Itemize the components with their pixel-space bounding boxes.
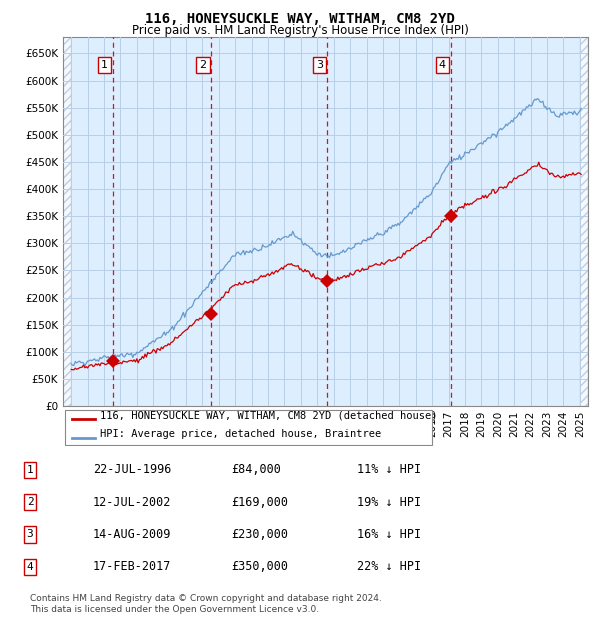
Text: 3: 3 xyxy=(316,60,323,70)
Text: Contains HM Land Registry data © Crown copyright and database right 2024.
This d: Contains HM Land Registry data © Crown c… xyxy=(30,595,382,614)
Text: 14-AUG-2009: 14-AUG-2009 xyxy=(93,528,172,541)
Text: 3: 3 xyxy=(26,529,34,539)
Text: £84,000: £84,000 xyxy=(231,464,281,476)
Text: 2: 2 xyxy=(26,497,34,507)
Text: £169,000: £169,000 xyxy=(231,496,288,508)
Text: 2: 2 xyxy=(199,60,206,70)
Text: 22% ↓ HPI: 22% ↓ HPI xyxy=(357,560,421,573)
Text: 16% ↓ HPI: 16% ↓ HPI xyxy=(357,528,421,541)
Text: £350,000: £350,000 xyxy=(231,560,288,573)
Text: 12-JUL-2002: 12-JUL-2002 xyxy=(93,496,172,508)
Text: 1: 1 xyxy=(101,60,108,70)
FancyBboxPatch shape xyxy=(65,410,433,445)
Text: 17-FEB-2017: 17-FEB-2017 xyxy=(93,560,172,573)
Text: 116, HONEYSUCKLE WAY, WITHAM, CM8 2YD (detached house): 116, HONEYSUCKLE WAY, WITHAM, CM8 2YD (d… xyxy=(100,410,438,420)
Text: 116, HONEYSUCKLE WAY, WITHAM, CM8 2YD: 116, HONEYSUCKLE WAY, WITHAM, CM8 2YD xyxy=(145,12,455,27)
Text: 1: 1 xyxy=(26,465,34,475)
Text: 11% ↓ HPI: 11% ↓ HPI xyxy=(357,464,421,476)
Text: 4: 4 xyxy=(439,60,446,70)
Text: £230,000: £230,000 xyxy=(231,528,288,541)
Text: Price paid vs. HM Land Registry's House Price Index (HPI): Price paid vs. HM Land Registry's House … xyxy=(131,24,469,37)
Text: HPI: Average price, detached house, Braintree: HPI: Average price, detached house, Brai… xyxy=(100,429,382,440)
Text: 4: 4 xyxy=(26,562,34,572)
Text: 22-JUL-1996: 22-JUL-1996 xyxy=(93,464,172,476)
Text: 19% ↓ HPI: 19% ↓ HPI xyxy=(357,496,421,508)
